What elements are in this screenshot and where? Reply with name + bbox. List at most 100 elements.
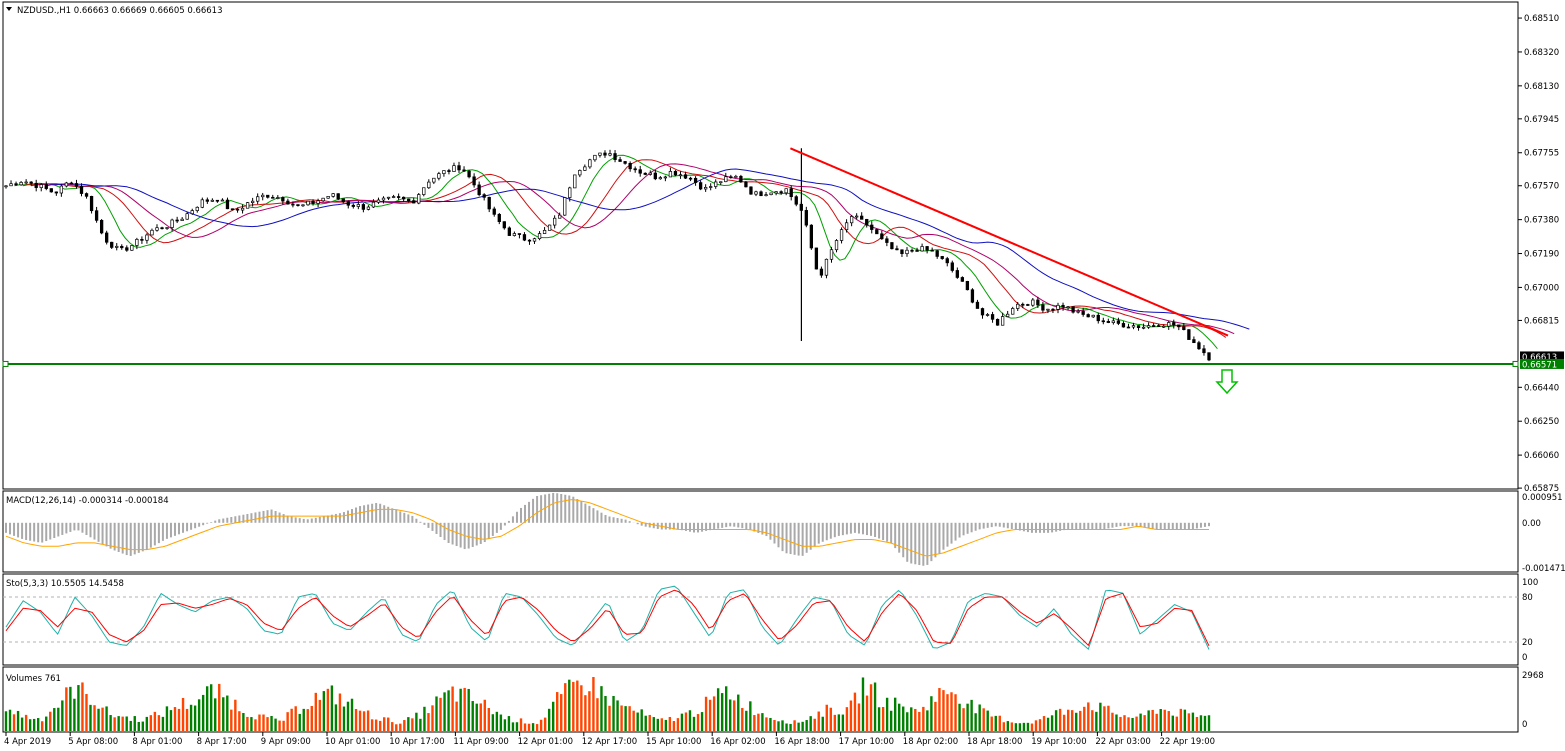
price-tick-label: 0.67000 [1524, 283, 1559, 293]
candle-body [1157, 325, 1161, 327]
candle-body [120, 245, 124, 249]
candle-body [180, 218, 184, 221]
price-tick-label: 0.66815 [1524, 316, 1559, 326]
time-axis: 4 Apr 2019 5 Apr 08:00 8 Apr 01:00 8 Apr 17… [4, 732, 1215, 747]
candle-body [44, 184, 48, 189]
candle-body [396, 196, 401, 198]
candle-body [205, 199, 209, 202]
stochastic-panel[interactable]: Sto(5,3,3) 10.5505 14.5458 100 80 20 0 [3, 578, 1538, 663]
candle-body [1011, 308, 1015, 315]
macd-header: MACD(12,26,14) -0.000314 -0.000184 [6, 496, 169, 506]
candle-body [744, 181, 748, 188]
candle-body [603, 152, 607, 156]
candle-body [925, 246, 929, 251]
candle-body [618, 159, 622, 162]
candle-body [558, 214, 562, 219]
candle-body [105, 232, 109, 243]
candle-body [94, 210, 99, 221]
candle-body [311, 200, 315, 204]
candle-body [281, 197, 285, 202]
candle-body [849, 216, 854, 224]
candle-body [477, 184, 481, 196]
volume-axis: 2968 0 [1522, 671, 1544, 730]
price-tick-label: 0.67755 [1524, 149, 1559, 159]
candle-body [271, 196, 275, 199]
candle-body [447, 170, 451, 172]
candle-body [573, 174, 577, 189]
time-tick-label: 19 Apr 10:00 [1031, 737, 1086, 747]
candle-body [698, 182, 703, 190]
candle-body [1000, 316, 1005, 326]
candle-body [688, 177, 693, 180]
candle-body [683, 174, 688, 179]
stochastic-levels [3, 596, 1518, 643]
candle-body [220, 199, 225, 202]
candle-body [89, 195, 94, 212]
trendline[interactable] [790, 147, 1229, 337]
candle-body [880, 233, 884, 240]
macd-panel[interactable]: MACD(12,26,14) -0.000314 -0.000184 0.000… [5, 492, 1565, 574]
candle-body [14, 183, 18, 186]
price-tick-label: 0.66440 [1524, 383, 1559, 393]
moving-average-green [14, 154, 1218, 350]
candle-body [276, 197, 280, 199]
candle-body [250, 200, 255, 203]
candle-body [266, 194, 270, 198]
macd-signal-line [5, 499, 1209, 557]
time-tick-label: 22 Apr 03:00 [1095, 737, 1150, 747]
candle-body [875, 229, 879, 235]
candle-body [578, 170, 582, 176]
candle-body [1096, 314, 1100, 322]
candle-body [895, 248, 899, 251]
candle-body [527, 239, 532, 242]
panel-frame-0 [2, 1, 1519, 490]
candle-body [9, 183, 13, 187]
candle-body [341, 198, 345, 203]
support-line-handle-left[interactable] [2, 360, 9, 367]
price-tick-label: 0.68130 [1524, 82, 1559, 92]
candle-body [860, 215, 864, 220]
candle-body [1111, 320, 1116, 323]
price-tag-label: 0.66571 [1522, 360, 1557, 370]
candle-body [215, 199, 220, 202]
candle-body [427, 181, 431, 189]
candle-body [1162, 325, 1166, 328]
candle-body [1046, 308, 1050, 311]
stochastic-tick-label: 80 [1522, 593, 1533, 603]
candle-body [422, 187, 426, 195]
candle-body [663, 176, 668, 179]
candle-body [1192, 339, 1196, 344]
volume-tick-label: 2968 [1522, 671, 1544, 681]
candle-body [240, 207, 245, 211]
stochastic-tick-label: 100 [1522, 578, 1538, 588]
price-panel[interactable]: NZDUSD.,H1 0.66663 0.66669 0.66605 0.666… [2, 6, 1564, 494]
candle-body [784, 188, 788, 194]
candle-body [1081, 310, 1085, 315]
candle-body [1182, 326, 1186, 330]
candle-body [1167, 322, 1171, 327]
candle-body [331, 193, 335, 197]
candle-body [965, 281, 970, 291]
support-line-handle-right[interactable] [1512, 360, 1519, 367]
time-tick-label: 4 Apr 2019 [4, 737, 51, 747]
candle-body [995, 318, 1000, 326]
candle-body [165, 227, 169, 229]
candle-body [1061, 304, 1065, 308]
candle-body [492, 208, 496, 215]
candle-body [482, 194, 486, 198]
volumes-panel[interactable]: Volumes 761 2968 0 [4, 671, 1544, 731]
candle-body [376, 199, 381, 203]
candle-body [487, 196, 491, 210]
candle-body [1041, 304, 1045, 311]
candle-body [985, 314, 990, 316]
candle-body [623, 161, 627, 164]
header-triangle-icon[interactable] [6, 7, 12, 11]
candle-body [905, 249, 909, 255]
price-tag-bg [1520, 358, 1564, 369]
candle-body [1151, 325, 1156, 327]
time-tick-label: 12 Apr 17:00 [582, 737, 637, 747]
candle-body [437, 173, 441, 179]
candle-body [980, 308, 985, 316]
candle-body [69, 182, 74, 185]
